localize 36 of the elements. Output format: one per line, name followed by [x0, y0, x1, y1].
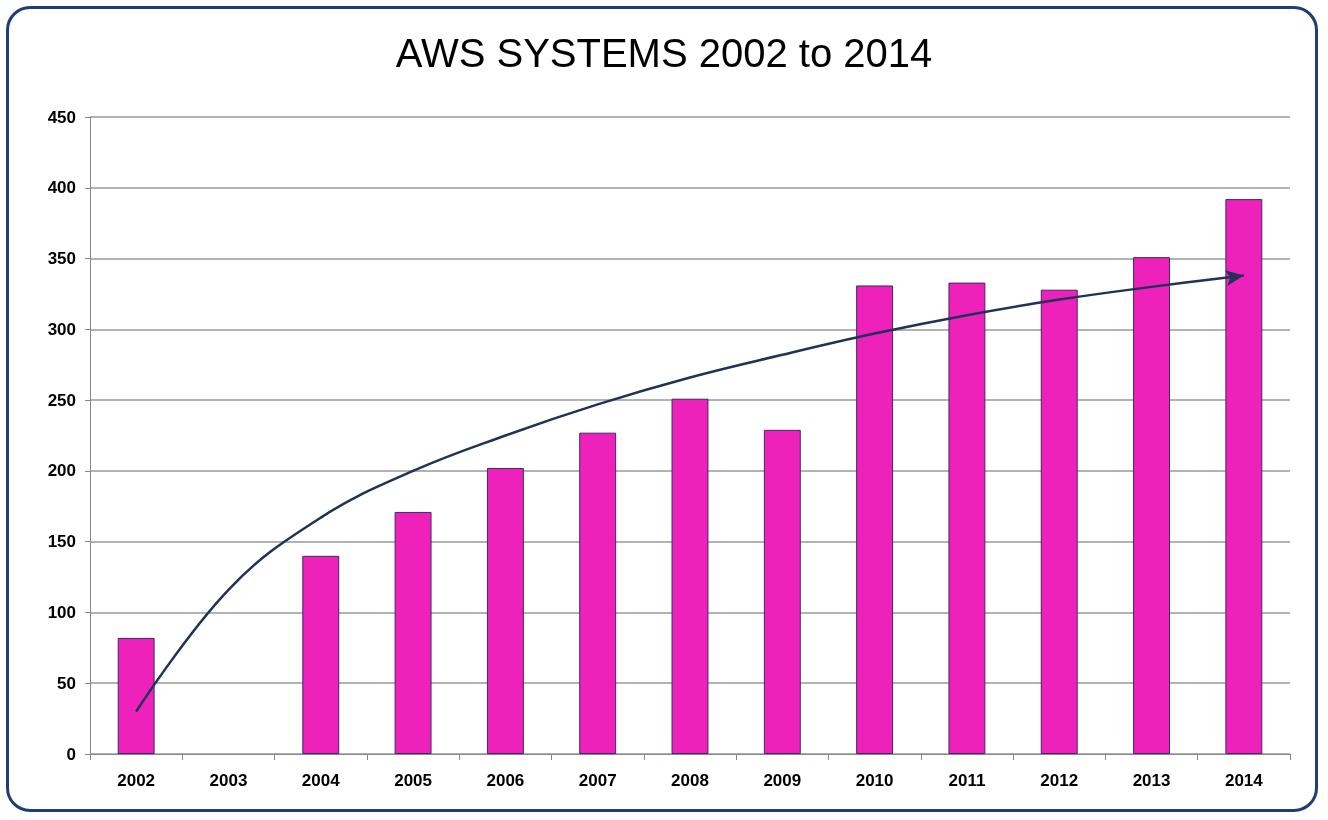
x-tick-label: 2011 [948, 771, 986, 790]
bar [1225, 199, 1263, 754]
bar [1040, 289, 1078, 754]
y-tick-label: 50 [57, 673, 76, 693]
bar [117, 637, 155, 754]
bar [671, 398, 709, 754]
x-tick-label: 2002 [117, 771, 156, 790]
x-tick-label: 2014 [1224, 771, 1264, 790]
y-tick-label: 0 [66, 744, 76, 764]
chart-title: AWS SYSTEMS 2002 to 2014 [395, 31, 933, 75]
x-tick-label: 2004 [301, 771, 341, 790]
x-tick-label: 2005 [394, 771, 432, 790]
x-tick-label: 2010 [855, 771, 894, 790]
x-tick-label: 2012 [1040, 771, 1079, 790]
y-tick-label: 300 [47, 319, 76, 339]
x-tick-label: 2008 [671, 771, 709, 790]
bar [763, 429, 801, 754]
y-tick-label: 400 [47, 178, 76, 198]
x-tick-label: 2007 [578, 771, 617, 790]
x-tick-label: 2003 [209, 771, 248, 790]
y-tick-label: 350 [47, 249, 76, 269]
y-tick-label: 250 [47, 390, 76, 410]
bar [856, 285, 894, 754]
y-tick-label: 150 [47, 532, 76, 552]
bar [486, 468, 524, 754]
bar [394, 511, 432, 754]
bar [948, 282, 986, 754]
x-tick-label: 2006 [486, 771, 525, 790]
x-tick-label: 2009 [763, 771, 802, 790]
x-tick-label: 2013 [1132, 771, 1171, 790]
bar [579, 432, 617, 754]
bar [302, 555, 340, 754]
y-tick-label: 100 [47, 602, 76, 622]
y-tick-label: 200 [47, 461, 76, 481]
y-tick-label: 450 [47, 107, 76, 127]
bar [1133, 257, 1170, 754]
